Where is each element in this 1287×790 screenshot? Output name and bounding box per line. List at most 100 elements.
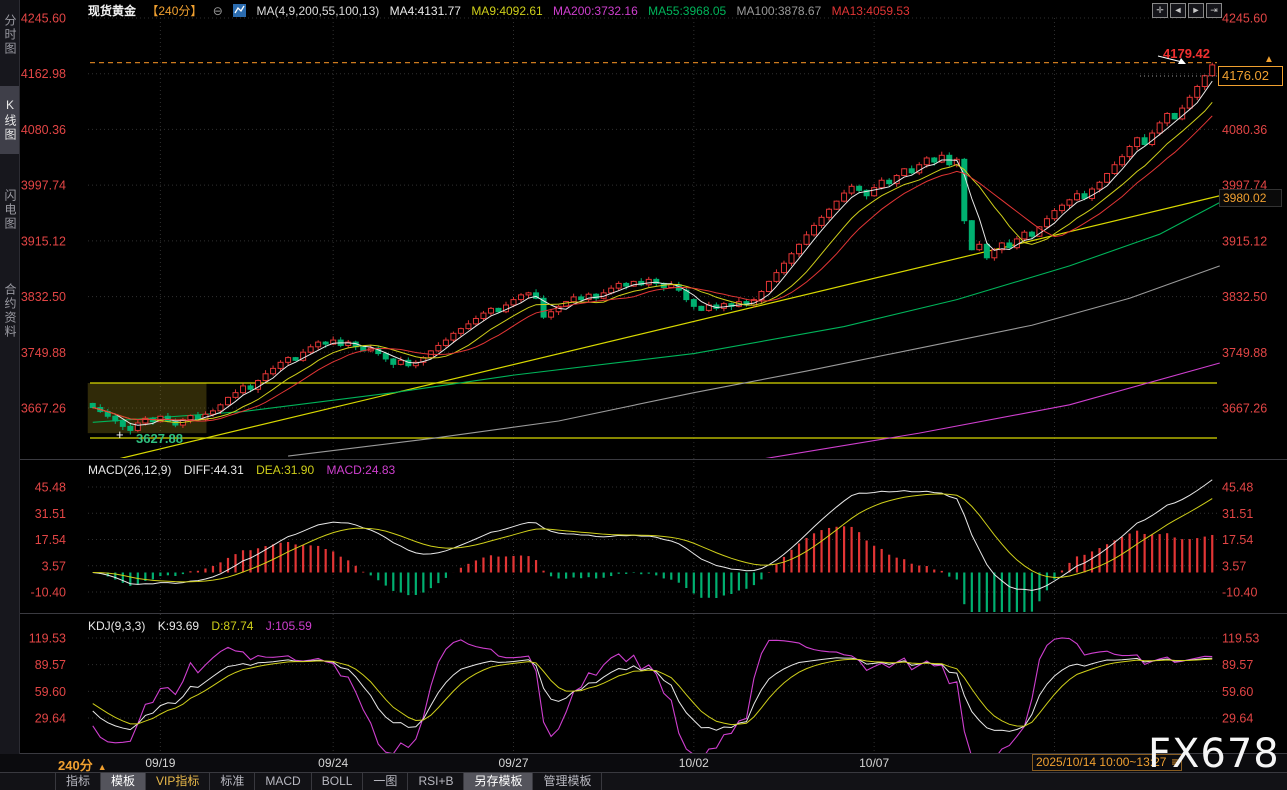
svg-text:45.48: 45.48 [1222,481,1253,495]
price-up-arrow-icon: ▲ [1264,54,1274,65]
date-tick: 09/24 [318,756,349,770]
kdj-k-value: K:93.69 [157,619,200,633]
ma4-value: MA4:4131.77 [389,4,461,18]
shift-right-icon[interactable]: ► [1188,3,1204,18]
current-price-tag: 4176.02 [1218,66,1283,86]
ma13-value: MA13:4059.53 [831,4,910,18]
toolbar-tab-管理模板[interactable]: 管理模板 [533,773,603,790]
svg-text:89.57: 89.57 [1222,658,1253,672]
chart-header: 现货黄金 【240分】 ⊖ MA(4,9,200,55,100,13) MA4:… [88,2,917,20]
bar-time-range[interactable]: 2025/10/14 10:00~13:27 ≡ [1032,754,1183,771]
svg-text:4245.60: 4245.60 [21,12,66,26]
toolbar-tab-标准[interactable]: 标准 [210,773,256,790]
ma9-value: MA9:4092.61 [471,4,543,18]
svg-text:89.57: 89.57 [35,658,66,672]
toolbar-tab-另存模板[interactable]: 另存模板 [464,773,534,790]
kdj-header: KDJ(9,3,3) K:93.69 D:87.74 J:105.59 [88,619,321,633]
toolbar-tab-一图[interactable]: 一图 [363,773,409,790]
chart-toolbar-icons: ✛ ◄ ► ⇥ [1152,3,1222,18]
ma55-value: MA55:3968.05 [648,4,727,18]
low-cross-marker: + [116,427,124,442]
menu-icon[interactable]: ≡ [1171,755,1179,769]
svg-text:59.60: 59.60 [35,685,66,699]
kdj-d-value: D:87.74 [211,619,254,633]
time-axis: 240分 ▲ 09/19 09/24 09/27 10/02 10/07 2025/10/… [0,754,1287,773]
svg-text:-10.40: -10.40 [1222,586,1257,600]
symbol-name: 现货黄金 [88,4,137,18]
bottom-toolbar: 指标 模板 VIP指标 标准 MACD BOLL 一图 RSI+B 另存模板 管理模板 [0,772,1287,790]
toolbar-tab-指标[interactable]: 指标 [55,773,102,790]
collapse-icon[interactable]: ⊖ [212,4,223,18]
period-selector-button[interactable]: 240分 ▲ [58,758,107,773]
ma-settings-label: MA(4,9,200,55,100,13) [256,4,380,18]
grid [20,17,1287,754]
macd-macd-value: MACD:24.83 [326,463,396,477]
macd-pane [92,479,1214,612]
svg-text:3915.12: 3915.12 [1222,234,1267,248]
svg-text:3749.88: 3749.88 [1222,346,1267,360]
sidebar-tab-kline[interactable]: K线图 [0,86,19,154]
kdj-j-value: J:105.59 [265,619,312,633]
svg-text:119.53: 119.53 [29,632,66,646]
svg-text:17.54: 17.54 [35,533,66,547]
ma200-value: MA200:3732.16 [553,4,638,18]
macd-header: MACD(26,12,9) DIFF:44.31 DEA:31.90 MACD:… [88,463,404,477]
macd-params: MACD(26,12,9) [88,463,172,477]
svg-text:3667.26: 3667.26 [1222,402,1267,416]
sidebar: 分时图 K线图 闪电图 合约资料 [0,0,20,772]
svg-text:31.51: 31.51 [1222,507,1253,521]
svg-text:3749.88: 3749.88 [21,346,66,360]
chart-canvas[interactable]: 4245.60 4245.60 4162.98 4080.36 4080.36 3997.… [0,0,1287,754]
macd-dea-value: DEA:31.90 [256,463,315,477]
svg-text:4080.36: 4080.36 [21,123,66,137]
period-label: 【240分】 [146,4,203,18]
date-tick: 10/07 [859,756,890,770]
svg-text:-10.40: -10.40 [31,586,66,600]
kline-mini-icon [233,4,247,20]
watermark: FX678 [1148,731,1280,777]
period-up-arrow-icon: ▲ [97,762,107,772]
toolbar-tab-BOLL[interactable]: BOLL [312,773,364,790]
svg-text:17.54: 17.54 [1222,533,1253,547]
svg-text:4080.36: 4080.36 [1222,123,1267,137]
candles-layer [89,55,1217,435]
move-icon[interactable]: ✛ [1152,3,1168,18]
svg-text:3832.50: 3832.50 [1222,290,1267,304]
high-price-label: 4179.42 [1163,46,1210,61]
ma100-value: MA100:3878.67 [736,4,822,18]
date-tick: 09/19 [145,756,176,770]
svg-text:3.57: 3.57 [1222,559,1246,573]
kdj-pane [92,637,1213,753]
sidebar-tab-time-chart[interactable]: 分时图 [3,14,17,56]
toolbar-tab-模板[interactable]: 模板 [101,773,147,790]
sidebar-tab-flash-chart[interactable]: 闪电图 [3,189,17,231]
svg-text:45.48: 45.48 [35,481,66,495]
axis-labels: 4245.60 4245.60 4162.98 4080.36 4080.36 3997.… [21,12,1267,726]
svg-text:4162.98: 4162.98 [21,67,66,81]
svg-text:31.51: 31.51 [35,507,66,521]
date-tick: 09/27 [498,756,529,770]
svg-text:3915.12: 3915.12 [21,234,66,248]
macd-diff-value: DIFF:44.31 [183,463,244,477]
svg-text:119.53: 119.53 [1222,632,1259,646]
toolbar-tab-RSI+B[interactable]: RSI+B [408,773,465,790]
svg-text:59.60: 59.60 [1222,685,1253,699]
svg-text:3832.50: 3832.50 [21,290,66,304]
date-tick: 10/02 [678,756,709,770]
reference-price-tag: 3980.02 [1219,189,1282,207]
export-icon[interactable]: ⇥ [1206,3,1222,18]
svg-text:3.57: 3.57 [42,559,66,573]
kdj-params: KDJ(9,3,3) [88,619,146,633]
svg-text:3997.74: 3997.74 [21,179,66,193]
low-price-label: 3627.88 [136,431,183,446]
toolbar-tab-MACD[interactable]: MACD [255,773,312,790]
svg-text:3667.26: 3667.26 [21,402,66,416]
svg-text:29.64: 29.64 [1222,711,1253,725]
toolbar-tab-VIP指标[interactable]: VIP指标 [146,773,211,790]
shift-left-icon[interactable]: ◄ [1170,3,1186,18]
sidebar-tab-contract-info[interactable]: 合约资料 [3,283,17,339]
svg-text:29.64: 29.64 [35,711,66,725]
main-price-pane [87,195,1221,458]
svg-text:4245.60: 4245.60 [1222,12,1267,26]
